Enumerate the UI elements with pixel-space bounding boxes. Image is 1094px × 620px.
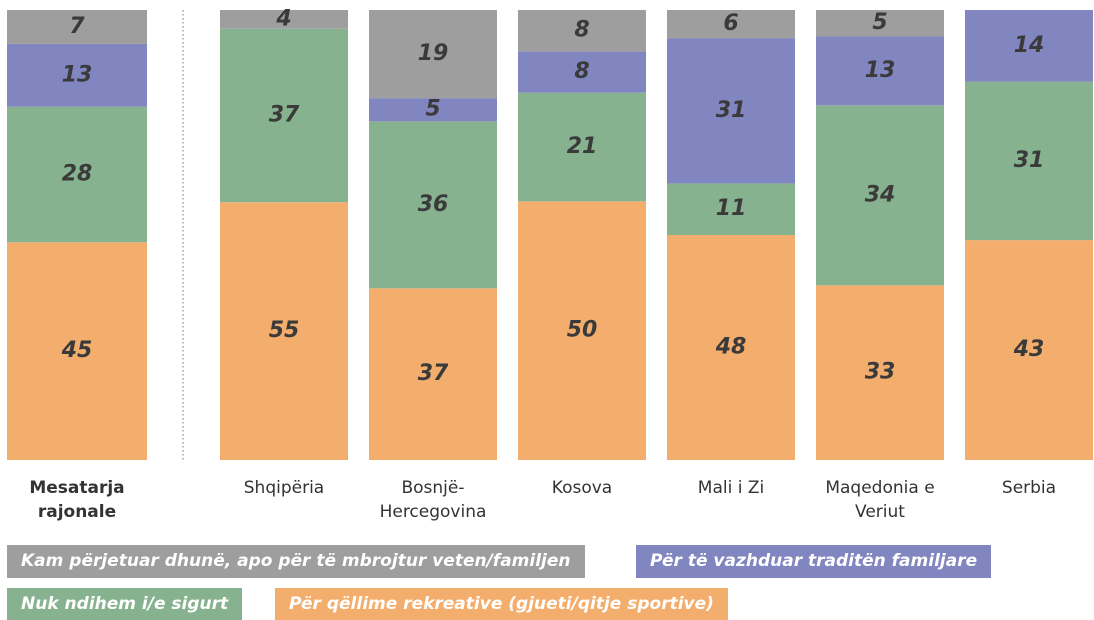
value-label: 19 <box>418 41 449 66</box>
legend-item: Nuk ndihem i/e sigurt <box>7 588 243 620</box>
bar-segment <box>7 242 147 460</box>
category-label: Serbia <box>1001 478 1057 498</box>
value-label: 13 <box>865 58 896 83</box>
bar-segment <box>816 105 944 286</box>
bar-segment <box>965 81 1093 241</box>
value-label: 31 <box>716 98 747 123</box>
value-label: 14 <box>1014 33 1045 58</box>
value-label: 5 <box>872 10 887 35</box>
bar-segment <box>7 10 147 44</box>
bar-segment <box>369 121 497 289</box>
legend-item: Për të vazhduar traditën familjare <box>636 545 992 578</box>
bar-segment <box>369 288 497 460</box>
value-label: 7 <box>69 14 85 39</box>
bar-segment <box>220 202 348 460</box>
legend-item: Për qëllime rekreative (gjueti/qitje spo… <box>275 588 728 620</box>
bar-segment <box>7 43 147 107</box>
category-label: Maqedonia e Veriut <box>825 478 935 522</box>
value-label: 37 <box>269 102 300 127</box>
value-label: 11 <box>716 196 747 221</box>
bar-segment <box>220 10 348 29</box>
category-label: Kosova <box>551 478 613 498</box>
value-label: 48 <box>715 335 747 360</box>
category-label: Mali i Zi <box>697 478 765 498</box>
value-label: 31 <box>1014 148 1045 173</box>
value-label: 45 <box>61 338 93 363</box>
value-label: 43 <box>1013 337 1045 362</box>
value-label: 55 <box>269 318 300 343</box>
legend-item: Kam përjetuar dhunë, apo për të mbrojtur… <box>7 545 585 578</box>
bar-segment <box>7 106 147 243</box>
value-label: 6 <box>723 11 738 36</box>
value-label: 8 <box>574 59 589 84</box>
value-label: 34 <box>865 182 896 207</box>
value-label: 37 <box>418 361 449 386</box>
bar-segment <box>667 10 795 39</box>
value-label: 4 <box>275 6 291 31</box>
value-label: 28 <box>62 162 93 187</box>
bar-segment <box>816 36 944 106</box>
bar-segment <box>369 10 497 99</box>
bar-segment <box>965 240 1093 460</box>
bar-segment <box>816 10 944 37</box>
value-label: 5 <box>425 97 440 122</box>
plot: 45 28 13 7 55 37 4 37 36 5 19 50 21 8 8 48 11 31 6 33 34 13 5 4… <box>7 6 1093 460</box>
bar-segment <box>518 201 646 460</box>
bar-segment <box>518 51 646 93</box>
bar-segment <box>518 10 646 52</box>
bar-segment <box>965 10 1093 82</box>
value-label: 21 <box>567 134 598 159</box>
bar-segment <box>816 285 944 460</box>
category-label: Mesatarja rajonale <box>29 478 125 522</box>
bar-segment <box>518 92 646 202</box>
value-label: 50 <box>567 318 598 343</box>
bar-segment <box>220 28 348 203</box>
bar-segment <box>667 38 795 184</box>
value-label: 36 <box>418 192 449 217</box>
value-label: 13 <box>62 62 93 87</box>
value-label: 8 <box>574 18 589 43</box>
bar-segment <box>667 235 795 460</box>
bar-segment <box>369 98 497 122</box>
value-label: 33 <box>865 360 896 385</box>
bar-segment <box>667 183 795 235</box>
category-label: Bosnjë-Hercegovina <box>379 478 487 522</box>
category-label: Shqipëria <box>243 478 325 498</box>
